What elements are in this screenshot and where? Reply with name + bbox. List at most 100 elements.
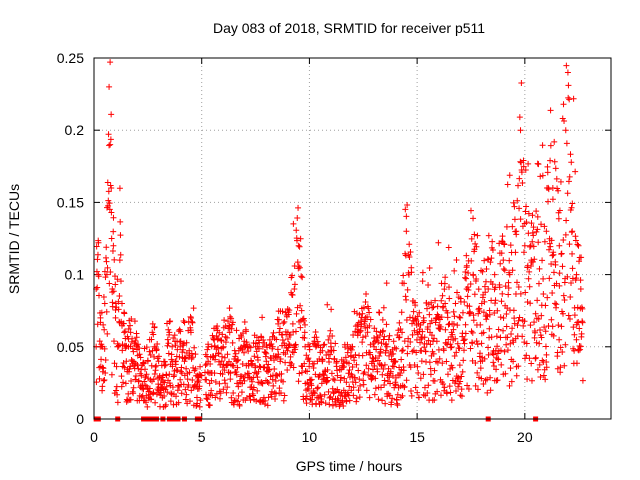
data-point <box>232 353 239 360</box>
data-point <box>330 376 337 383</box>
data-point <box>193 394 200 401</box>
data-point <box>571 312 578 319</box>
data-point <box>430 350 437 357</box>
data-point <box>342 354 349 361</box>
data-point <box>416 309 423 316</box>
data-point <box>501 348 508 355</box>
data-point <box>473 243 480 250</box>
data-point <box>133 334 140 341</box>
data-point <box>101 326 108 333</box>
data-point <box>204 346 211 353</box>
data-point <box>241 349 248 356</box>
data-point <box>458 393 465 400</box>
data-point <box>357 382 364 389</box>
data-point <box>410 308 417 315</box>
data-point <box>155 353 162 360</box>
data-point <box>161 379 168 386</box>
data-point <box>480 329 487 336</box>
data-point <box>97 319 104 326</box>
data-point <box>436 355 443 362</box>
data-point <box>449 331 456 338</box>
data-point <box>529 212 536 219</box>
data-point <box>343 379 350 386</box>
data-point <box>484 376 491 383</box>
data-point <box>197 363 204 370</box>
data-point <box>559 115 566 122</box>
data-point <box>215 350 222 357</box>
data-point <box>575 347 582 354</box>
data-point <box>344 349 351 356</box>
data-point <box>346 397 353 404</box>
data-point <box>518 169 525 176</box>
data-point <box>453 257 460 264</box>
data-point <box>381 377 388 384</box>
data-point <box>558 323 565 330</box>
data-point <box>334 395 341 402</box>
data-point <box>555 215 562 222</box>
data-point <box>264 379 271 386</box>
data-point <box>542 376 549 383</box>
data-point <box>445 321 452 328</box>
data-point <box>562 231 569 238</box>
data-point <box>275 316 282 323</box>
data-point <box>278 370 285 377</box>
data-point <box>297 302 304 309</box>
data-point <box>102 369 109 376</box>
data-point <box>536 340 543 347</box>
data-point <box>211 370 218 377</box>
data-point <box>475 286 482 293</box>
data-point <box>356 376 363 383</box>
data-point <box>579 377 586 384</box>
data-point <box>465 287 472 293</box>
data-point <box>153 362 160 369</box>
data-point <box>150 389 157 396</box>
data-point <box>542 328 549 335</box>
data-point <box>192 365 199 372</box>
data-point <box>491 271 498 278</box>
data-point <box>408 392 415 399</box>
data-point <box>220 361 227 368</box>
data-point <box>365 305 372 312</box>
data-point <box>547 142 554 149</box>
data-point <box>158 389 165 396</box>
data-point <box>545 186 552 193</box>
data-point <box>398 356 405 363</box>
data-point <box>400 272 407 279</box>
data-point <box>203 376 210 383</box>
data-point <box>507 340 514 347</box>
data-point <box>412 316 419 323</box>
data-point <box>556 336 563 343</box>
data-point <box>112 281 119 288</box>
data-point <box>333 358 340 365</box>
data-point <box>486 325 493 332</box>
data-point <box>573 275 580 282</box>
y-tick-label: 0.05 <box>57 339 84 355</box>
data-point <box>111 256 118 263</box>
data-point <box>434 311 441 318</box>
data-point <box>363 291 370 298</box>
data-point <box>453 349 460 356</box>
data-point <box>518 79 525 86</box>
data-point <box>374 368 381 375</box>
data-point <box>539 172 546 179</box>
data-point <box>239 346 246 353</box>
data-point <box>474 386 481 393</box>
data-point <box>408 269 415 276</box>
data-point <box>476 307 483 314</box>
data-point <box>114 391 121 398</box>
data-point <box>294 214 301 221</box>
data-point <box>304 356 311 363</box>
data-point <box>464 284 471 291</box>
data-point <box>497 260 504 267</box>
data-point <box>252 340 259 347</box>
data-point <box>265 394 272 401</box>
data-point <box>177 376 184 383</box>
data-point <box>106 280 113 287</box>
data-point <box>348 387 355 394</box>
data-point <box>236 402 243 409</box>
data-point <box>108 111 115 118</box>
data-point <box>168 351 175 358</box>
data-point <box>464 382 471 389</box>
data-point <box>378 362 385 369</box>
data-point <box>421 334 428 341</box>
